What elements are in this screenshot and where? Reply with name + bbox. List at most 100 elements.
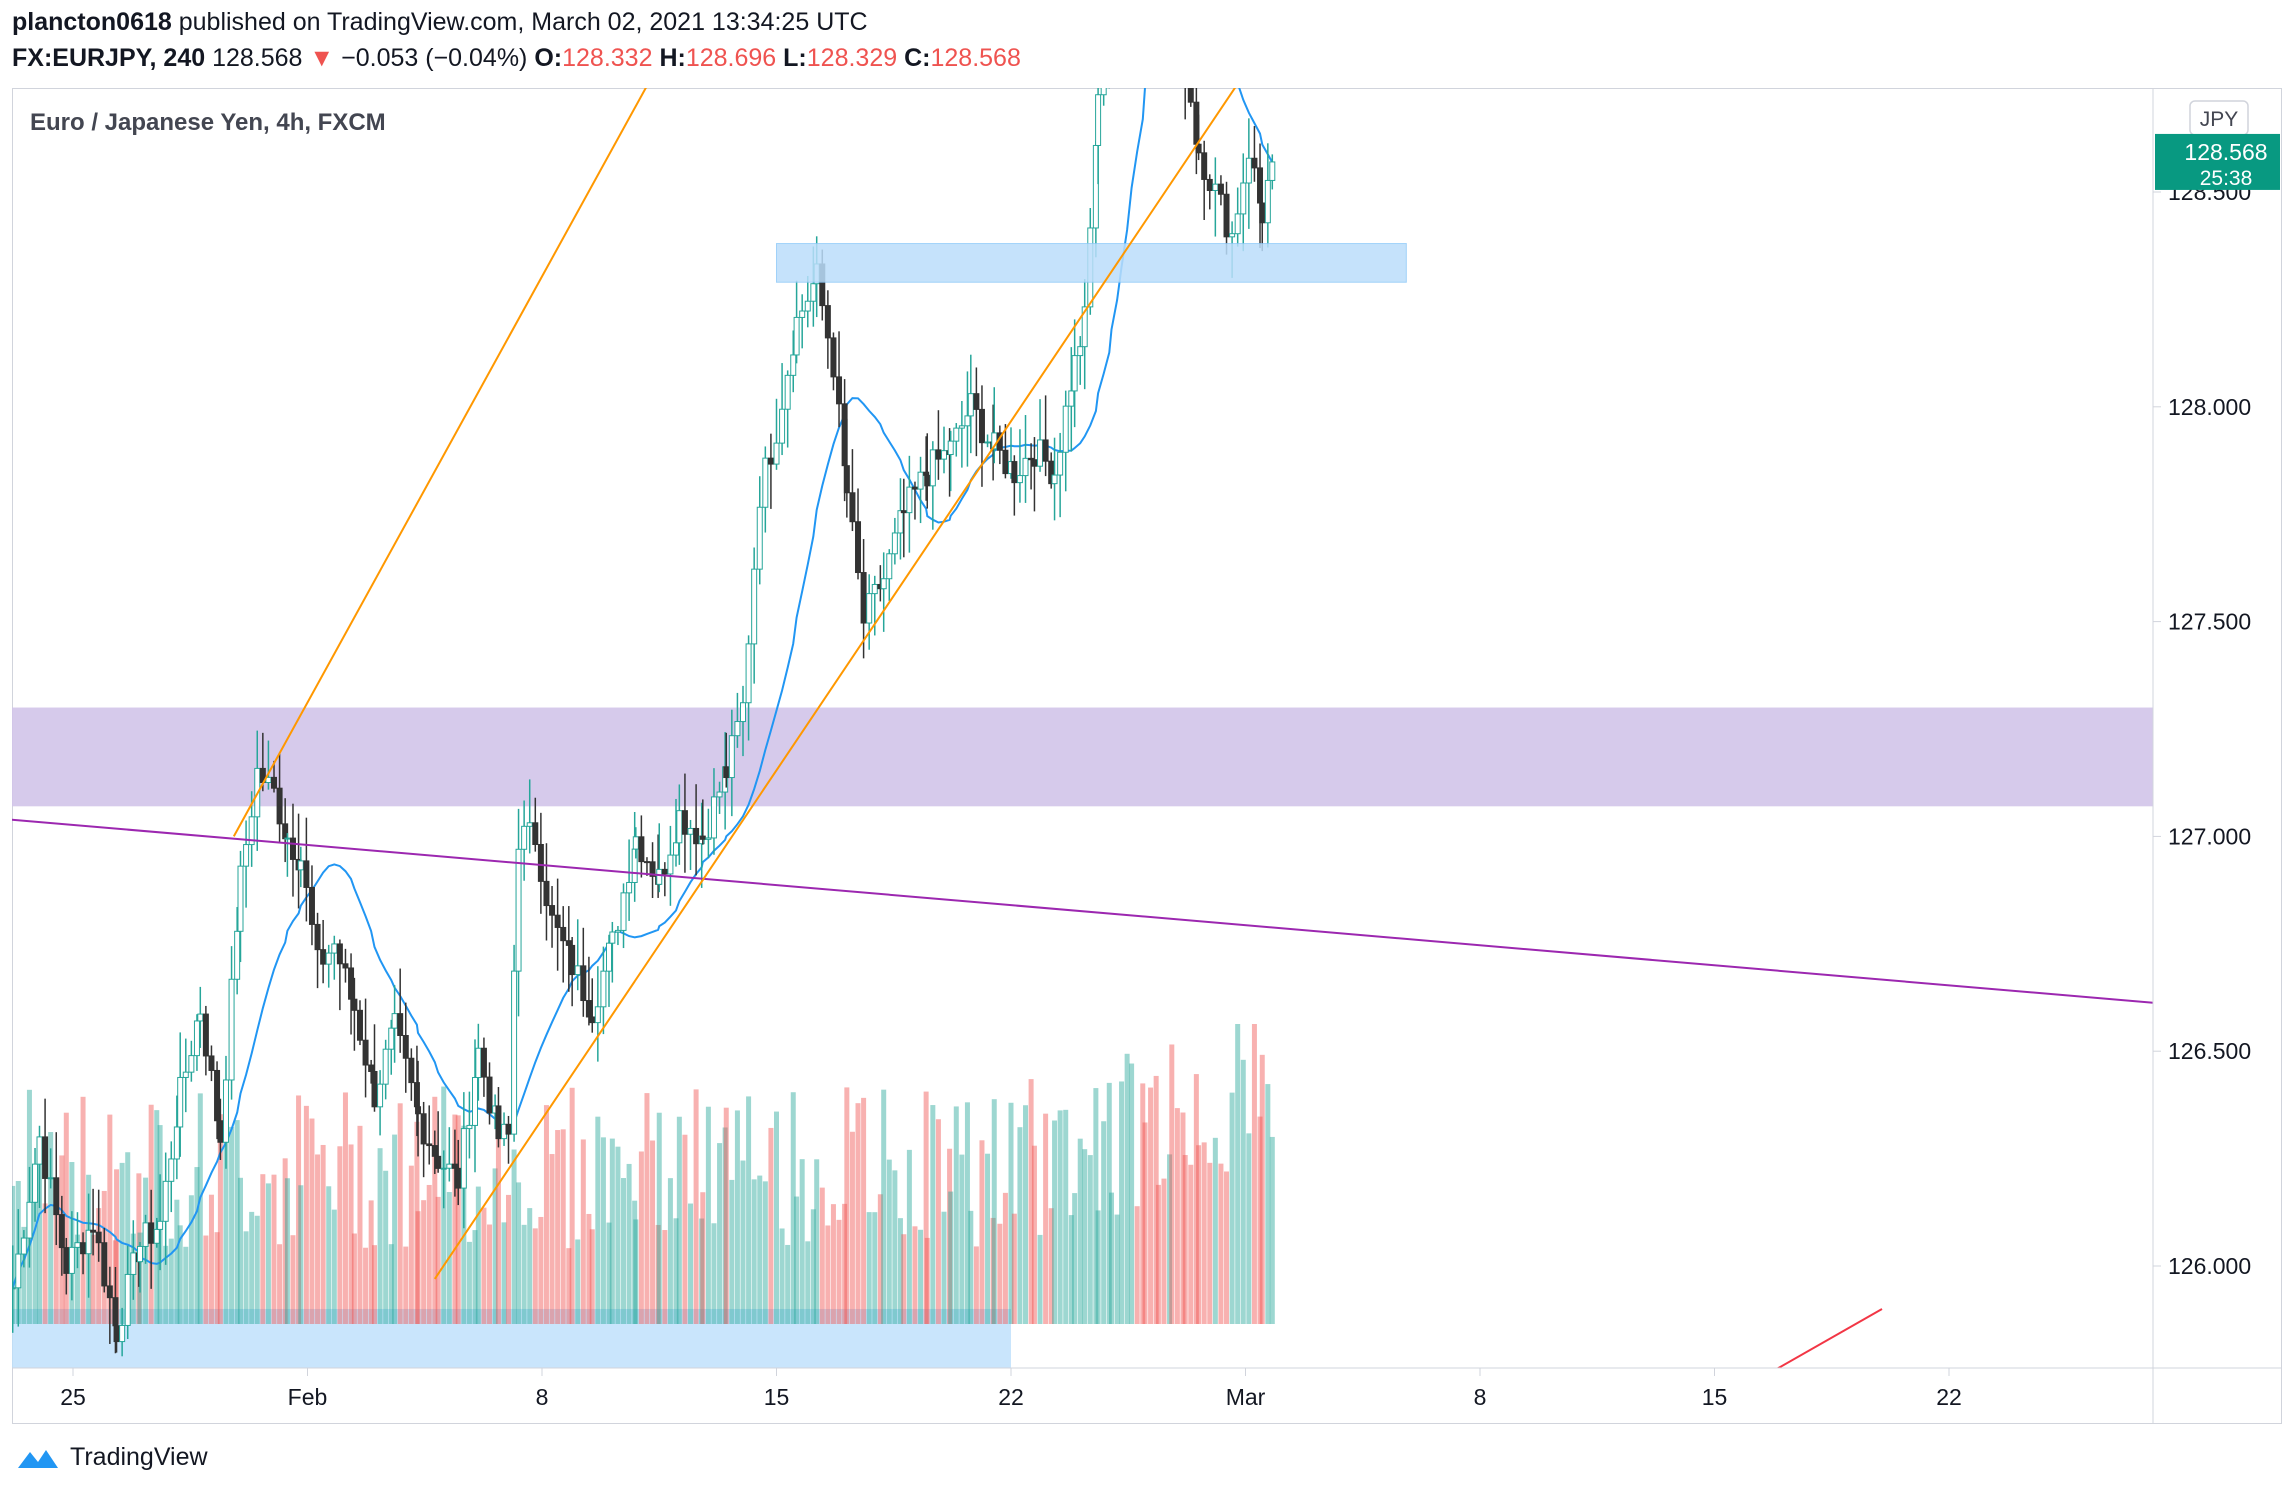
volume-bar xyxy=(1017,1127,1023,1324)
volume-bar xyxy=(32,1196,38,1324)
brand-name[interactable]: TradingView xyxy=(70,1442,208,1471)
volume-bar xyxy=(363,1247,369,1324)
candle-body xyxy=(973,393,980,410)
candle-body xyxy=(935,449,942,460)
candle-body xyxy=(446,1163,453,1169)
candle-body xyxy=(643,861,650,864)
volume-bar xyxy=(673,1218,679,1324)
author-name[interactable]: plancton0618 xyxy=(12,8,172,36)
last-price: 128.568 xyxy=(212,44,303,72)
candle-body xyxy=(740,702,746,723)
volume-bar xyxy=(606,1222,612,1324)
volume-bar xyxy=(842,1203,848,1324)
volume-bar xyxy=(348,1144,354,1324)
candle-body xyxy=(810,283,817,302)
plot-area xyxy=(12,0,2153,1368)
volume-bar xyxy=(762,1181,768,1324)
candle-body xyxy=(1028,457,1035,461)
volume-bar xyxy=(575,1239,581,1324)
volume-bar xyxy=(609,1138,615,1324)
candle-body xyxy=(917,471,924,490)
volume-bar xyxy=(277,1244,283,1324)
volume-bar xyxy=(42,1203,48,1324)
volume-bar xyxy=(729,1179,735,1324)
candle-body xyxy=(1264,179,1271,224)
volume-bar xyxy=(757,1175,763,1324)
volume-bar xyxy=(830,1204,836,1324)
candle-body xyxy=(157,1220,164,1230)
candle-body xyxy=(1161,0,1166,1)
candle-body xyxy=(1057,451,1064,476)
candle-body xyxy=(124,1273,131,1326)
candle-body xyxy=(153,1228,160,1244)
volume-bar xyxy=(1224,1171,1230,1324)
candle-body xyxy=(849,492,856,523)
volume-bar xyxy=(326,1186,332,1324)
open-value: 128.332 xyxy=(562,44,653,72)
volume-bar xyxy=(357,1125,363,1324)
candle-body xyxy=(505,1123,512,1135)
candle-body xyxy=(1081,306,1088,348)
candle-body xyxy=(767,457,774,465)
low-label: L: xyxy=(783,44,807,72)
candle-body xyxy=(947,440,954,456)
volume-bar xyxy=(886,1159,892,1324)
candle-body xyxy=(426,1143,433,1147)
candle-body xyxy=(526,822,533,827)
candle-body xyxy=(95,1231,102,1244)
zone-orange xyxy=(1085,33,1561,46)
volume-bar xyxy=(315,1154,321,1324)
volume-bar xyxy=(388,1244,394,1324)
candle-body xyxy=(600,970,607,1008)
candle-body xyxy=(1167,0,1172,1)
volume-bar xyxy=(1057,1110,1063,1324)
candle-body xyxy=(900,510,907,514)
volume-bar xyxy=(699,1218,705,1324)
volume-bar xyxy=(37,1146,42,1324)
volume-bar xyxy=(892,1170,898,1324)
volume-bar xyxy=(711,1223,717,1324)
candle-body xyxy=(336,943,343,965)
candle-body xyxy=(860,572,867,624)
candle-body xyxy=(614,929,621,933)
volume-bar xyxy=(208,1194,214,1324)
volume-bar xyxy=(555,1130,561,1324)
volume-bar xyxy=(560,1129,566,1324)
zone-blue-mid xyxy=(776,243,1407,283)
candle-body xyxy=(710,796,717,839)
candle-body xyxy=(784,374,791,410)
candle-body xyxy=(661,868,668,875)
volume-bar xyxy=(107,1114,113,1324)
candle-body xyxy=(1068,390,1075,407)
volume-bar xyxy=(991,1099,997,1324)
candle-body xyxy=(1037,439,1044,467)
volume-bar xyxy=(238,1177,243,1324)
candle-body xyxy=(790,354,797,376)
candle-body xyxy=(208,1055,215,1071)
candle-body xyxy=(197,1013,204,1022)
candle-body xyxy=(32,1163,39,1203)
volume-bar xyxy=(844,1087,850,1324)
volume-bar xyxy=(973,1246,979,1324)
volume-bar xyxy=(1082,1149,1088,1324)
y-tick-label: 127.000 xyxy=(2168,823,2251,849)
candle-body xyxy=(284,837,291,840)
candle-body xyxy=(978,408,985,444)
candle-body xyxy=(234,930,241,980)
volume-bar xyxy=(805,1241,811,1324)
candle-body xyxy=(148,1222,155,1244)
volume-bar xyxy=(426,1184,432,1324)
volume-bar xyxy=(1259,1054,1265,1324)
high-label: H: xyxy=(659,44,686,72)
tradingview-logo-icon[interactable] xyxy=(16,1442,60,1472)
candle-body xyxy=(455,1167,462,1189)
candle-body xyxy=(397,1013,404,1037)
candle-body xyxy=(377,1083,384,1108)
candle-body xyxy=(1031,459,1038,467)
volume-bar xyxy=(1068,1215,1074,1324)
candle-body xyxy=(638,836,645,863)
volume-bar xyxy=(923,1091,929,1324)
volume-bar xyxy=(260,1174,266,1324)
candle-body xyxy=(402,1035,409,1059)
